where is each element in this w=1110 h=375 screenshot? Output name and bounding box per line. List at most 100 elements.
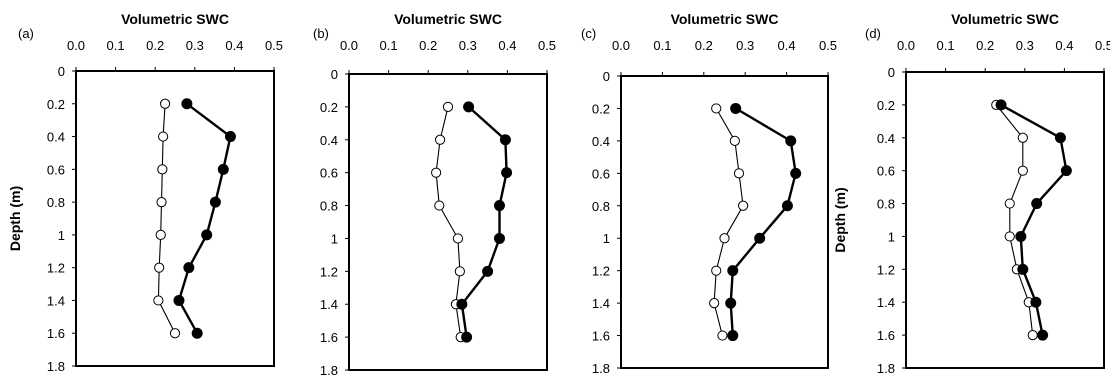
data-point-open [1027, 330, 1038, 341]
data-point-filled [499, 134, 511, 146]
x-axis-title: Volumetric SWC [394, 11, 502, 27]
data-point-filled [1015, 230, 1027, 242]
data-point-open [434, 134, 446, 145]
y-tick-label: 0.8 [47, 195, 65, 210]
data-point-filled [781, 200, 793, 212]
x-tick-label: 0.3 [736, 38, 754, 53]
data-point-open [442, 101, 454, 112]
data-point-filled [482, 265, 494, 277]
series-line-filled [1000, 103, 1068, 336]
data-point-open [1017, 165, 1028, 176]
data-point-filled [181, 98, 193, 110]
data-point-open [729, 135, 740, 146]
y-axis-title: Depth (m) [7, 186, 23, 251]
y-tick-label: 1.4 [592, 296, 610, 311]
plot-frame [620, 75, 829, 369]
x-tick-label: 0.2 [146, 38, 164, 53]
y-tick-label: 0.2 [877, 98, 895, 113]
y-axis-title: Depth (m) [832, 187, 848, 252]
data-point-open [1004, 198, 1015, 209]
data-point-open [434, 200, 445, 211]
y-tick-label: 0.6 [47, 162, 65, 177]
panel-label: (a) [18, 26, 34, 41]
y-tick-label: 1.8 [47, 359, 65, 374]
data-point-filled [785, 135, 797, 147]
data-point-filled [1031, 198, 1043, 210]
series-line-open [157, 103, 176, 334]
data-point-filled [1054, 132, 1066, 144]
data-point-open [156, 197, 167, 208]
y-tick-label: 1.4 [320, 297, 338, 312]
y-tick-label: 0.4 [592, 134, 610, 149]
x-tick-label: 0.1 [107, 38, 125, 53]
x-tick-label: 0.5 [1095, 38, 1110, 53]
y-tick-label: 1 [58, 228, 65, 243]
x-tick-label: 0.0 [897, 38, 915, 53]
x-tick-label: 0.5 [538, 38, 556, 53]
y-tick-label: 0.6 [320, 166, 338, 181]
y-tick-label: 1.2 [877, 262, 895, 277]
x-tick-label: 0.1 [937, 38, 955, 53]
y-tick-label: 1.6 [592, 329, 610, 344]
data-point-filled [1030, 296, 1042, 308]
y-tick-label: 1.4 [47, 293, 65, 308]
panel-1: (a) Volumetric SWC 0.0 0.1 0.2 0.3 0.4 0.5 0 0.2 0… [7, 11, 283, 374]
plot-frame [75, 70, 275, 367]
x-tick-label: 0.4 [498, 38, 516, 53]
x-tick-label: 0.3 [186, 38, 204, 53]
y-tick-label: 0.4 [47, 130, 65, 145]
data-point-filled [727, 330, 739, 342]
data-point-open [153, 295, 164, 306]
data-point-open [169, 328, 181, 339]
panel-3: (c) Volumetric SWC 0.0 0.1 0.2 0.3 0.4 0.5 0 0.2 0… [581, 11, 837, 375]
panel-label: (b) [313, 26, 329, 41]
x-tick-label: 0.1 [653, 38, 671, 53]
data-point-open [711, 265, 722, 276]
y-tick-label: 0.2 [47, 97, 65, 112]
y-tick-label: 1.8 [592, 361, 610, 375]
x-tick-label: 0.4 [1055, 38, 1073, 53]
y-tick-label: 1.6 [320, 330, 338, 345]
y-tick-label: 1.6 [877, 328, 895, 343]
x-tick-label: 0.0 [67, 38, 85, 53]
x-tick-label: 0.0 [612, 38, 630, 53]
data-point-filled [201, 229, 213, 241]
data-point-filled [790, 167, 802, 179]
series-line-filled [177, 102, 232, 334]
y-tick-label: 0.2 [592, 101, 610, 116]
y-tick-label: 0.6 [592, 166, 610, 181]
y-tick-label: 0.4 [320, 133, 338, 148]
data-point-open [738, 200, 749, 211]
y-tick-label: 1.2 [592, 264, 610, 279]
data-point-open [160, 98, 171, 109]
x-tick-label: 0.2 [976, 38, 994, 53]
y-tick-label: 0 [603, 69, 610, 84]
plot-frame [348, 73, 548, 371]
data-point-filled [463, 101, 475, 113]
data-point-open [452, 233, 463, 244]
y-tick-label: 1.8 [320, 363, 338, 375]
panel-label: (c) [581, 26, 596, 41]
y-tick-label: 0.2 [320, 100, 338, 115]
data-point-filled [173, 294, 185, 306]
x-tick-label: 0.4 [778, 38, 796, 53]
data-point-filled [493, 200, 505, 212]
data-point-open [709, 298, 720, 309]
data-point-open [431, 167, 442, 178]
data-point-open [157, 164, 168, 175]
data-point-open [158, 131, 169, 142]
series-line-open [435, 106, 462, 338]
y-tick-label: 0 [58, 64, 65, 79]
y-tick-label: 0.8 [320, 199, 338, 214]
data-point-filled [461, 331, 473, 343]
y-tick-label: 0.8 [877, 197, 895, 212]
data-point-filled [501, 167, 513, 179]
x-tick-label: 0.3 [1016, 38, 1034, 53]
panel-2: (b) Volumetric SWC 0.0 0.1 0.2 0.3 0.4 0.5 0 0.2 0… [313, 11, 556, 375]
panel-label: (d) [865, 26, 881, 41]
x-axis-title: Volumetric SWC [671, 11, 779, 27]
data-point-filled [209, 196, 221, 208]
data-point-filled [727, 265, 739, 277]
data-point-open [717, 330, 728, 341]
